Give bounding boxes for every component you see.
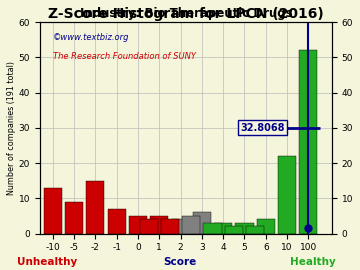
- Text: ©www.textbiz.org: ©www.textbiz.org: [53, 33, 129, 42]
- Text: Healthy: Healthy: [290, 257, 336, 267]
- Text: 32.8068: 32.8068: [240, 123, 285, 133]
- Bar: [246, 227, 264, 234]
- Bar: [235, 223, 253, 234]
- Bar: [182, 216, 200, 234]
- Text: Industry: Bio Therapeutic Drugs: Industry: Bio Therapeutic Drugs: [80, 7, 292, 20]
- Bar: [171, 220, 190, 234]
- Bar: [225, 227, 243, 234]
- Bar: [278, 156, 296, 234]
- Y-axis label: Number of companies (191 total): Number of companies (191 total): [7, 61, 16, 195]
- Bar: [300, 50, 318, 234]
- Bar: [65, 202, 83, 234]
- Bar: [193, 212, 211, 234]
- Bar: [214, 223, 232, 234]
- Bar: [44, 188, 62, 234]
- Bar: [257, 220, 275, 234]
- Text: Unhealthy: Unhealthy: [17, 257, 77, 267]
- Bar: [108, 209, 126, 234]
- Bar: [140, 220, 158, 234]
- Bar: [161, 220, 179, 234]
- Text: Score: Score: [163, 257, 197, 267]
- Title: Z-Score Histogram for LPCN (2016): Z-Score Histogram for LPCN (2016): [48, 7, 324, 21]
- Bar: [86, 181, 104, 234]
- Bar: [150, 216, 168, 234]
- Bar: [203, 223, 221, 234]
- Bar: [129, 216, 147, 234]
- Text: The Research Foundation of SUNY: The Research Foundation of SUNY: [53, 52, 196, 61]
